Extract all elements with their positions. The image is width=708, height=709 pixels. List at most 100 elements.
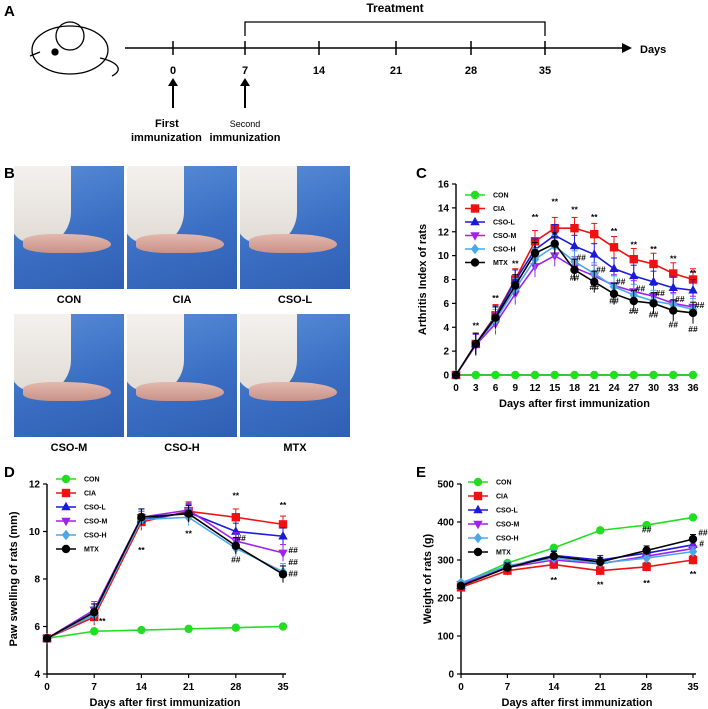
legend: CON CIA CSO-L CSO-M CSO-H MTX [465, 190, 517, 267]
x-tick-label: 21 [595, 682, 607, 693]
x-tick-label: 35 [687, 682, 699, 693]
second-immunization-label-1: Second [230, 119, 261, 129]
data-point [549, 543, 558, 553]
timeline-arrow [622, 43, 632, 53]
significance-mark: ## [236, 533, 246, 543]
data-point [550, 239, 559, 248]
x-tick-label: 28 [230, 682, 242, 693]
data-point [491, 370, 500, 380]
significance-mark: ## [616, 276, 626, 286]
legend-label: CIA [84, 491, 96, 498]
data-point [184, 509, 193, 518]
data-point [669, 370, 678, 380]
data-point [688, 308, 698, 318]
data-point [470, 216, 480, 226]
timeline-days-label: Days [640, 44, 666, 56]
significance-mark: ## [655, 288, 665, 298]
x-tick-label: 15 [549, 383, 561, 394]
significance-mark: ** [138, 545, 145, 555]
data-point [550, 370, 559, 380]
data-point [596, 557, 605, 567]
data-point [470, 190, 480, 200]
significance-mark: ** [611, 226, 618, 236]
legend-item-cso-m: CSO-M [56, 517, 108, 527]
significance-mark: ## [288, 545, 298, 555]
legend-label: CON [496, 480, 512, 487]
series-cso-l [451, 224, 698, 379]
legend-label: CIA [496, 494, 508, 501]
y-tick-label: 12 [438, 227, 450, 238]
legend-item-cso-l: CSO-L [56, 501, 107, 512]
x-tick-label: 27 [628, 383, 640, 394]
legend-label: CSO-L [84, 505, 107, 512]
x-axis-label: Days after first immunization [90, 697, 241, 709]
series-line [460, 550, 694, 584]
data-point [491, 313, 500, 322]
data-point [590, 229, 599, 239]
paw-photo-label: CSO-L [277, 294, 313, 306]
data-point [42, 634, 52, 643]
legend: CON CIA CSO-L CSO-M CSO-H MTX [468, 477, 520, 557]
significance-mark: ** [670, 254, 677, 264]
y-tick-label: 10 [29, 527, 41, 538]
legend-item-cso-h: CSO-H [465, 243, 516, 255]
legend-item-cia: CIA [56, 488, 96, 498]
series-mtx [451, 232, 698, 380]
paw-photo-label: CSO-M [50, 442, 88, 454]
first-immunization-arrow [168, 78, 178, 108]
data-point [609, 370, 619, 380]
significance-mark: ** [185, 528, 192, 538]
timeline-tick-label: 14 [313, 65, 326, 77]
paw-photo-cso-l [240, 166, 350, 289]
x-tick-label: 21 [183, 682, 195, 693]
data-point [470, 243, 480, 255]
x-tick-label: 30 [648, 383, 660, 394]
data-point [231, 541, 240, 550]
significance-mark: ** [512, 258, 519, 268]
data-point [231, 513, 240, 522]
data-point [530, 249, 540, 258]
data-point [470, 258, 480, 267]
legend-label: MTX [493, 260, 508, 267]
rat-icon [29, 21, 119, 77]
y-tick-label: 10 [438, 251, 450, 262]
data-point [668, 282, 678, 292]
legend-label: CSO-L [493, 220, 516, 227]
significance-mark: ## [576, 252, 586, 262]
significance-mark: ** [492, 293, 499, 303]
legend-item-mtx: MTX [468, 547, 511, 557]
data-point [688, 513, 698, 522]
data-point [688, 285, 698, 294]
y-tick-label: 8 [443, 275, 449, 286]
data-point [470, 204, 480, 213]
significance-mark: ** [551, 196, 558, 206]
x-tick-label: 0 [458, 682, 464, 693]
panel-label-e: E [416, 464, 426, 481]
data-point [471, 370, 480, 380]
data-point [629, 370, 638, 380]
significance-mark: ** [571, 205, 578, 215]
x-tick-label: 21 [589, 383, 601, 394]
legend-label: CSO-H [84, 533, 107, 540]
data-point [688, 534, 698, 544]
x-axis-label: Days after first immunization [502, 697, 653, 709]
data-point [473, 532, 483, 544]
legend-item-mtx: MTX [465, 258, 508, 267]
legend-item-cso-m: CSO-M [468, 520, 520, 530]
data-point [649, 259, 658, 269]
x-tick-label: 7 [505, 682, 511, 693]
significance-mark: ** [472, 320, 479, 330]
significance-mark: ## [629, 306, 639, 316]
significance-mark: ** [643, 578, 650, 588]
legend-item-con: CON [468, 477, 512, 487]
data-point [590, 277, 599, 287]
paw-photo-con [14, 166, 124, 289]
series-con [42, 622, 288, 643]
data-point [184, 624, 193, 634]
legend: CON CIA CSO-L CSO-M CSO-H MTX [56, 474, 108, 554]
data-point [649, 299, 658, 308]
data-point [669, 306, 678, 315]
legend-item-cso-l: CSO-L [468, 504, 519, 515]
data-point [471, 339, 480, 349]
